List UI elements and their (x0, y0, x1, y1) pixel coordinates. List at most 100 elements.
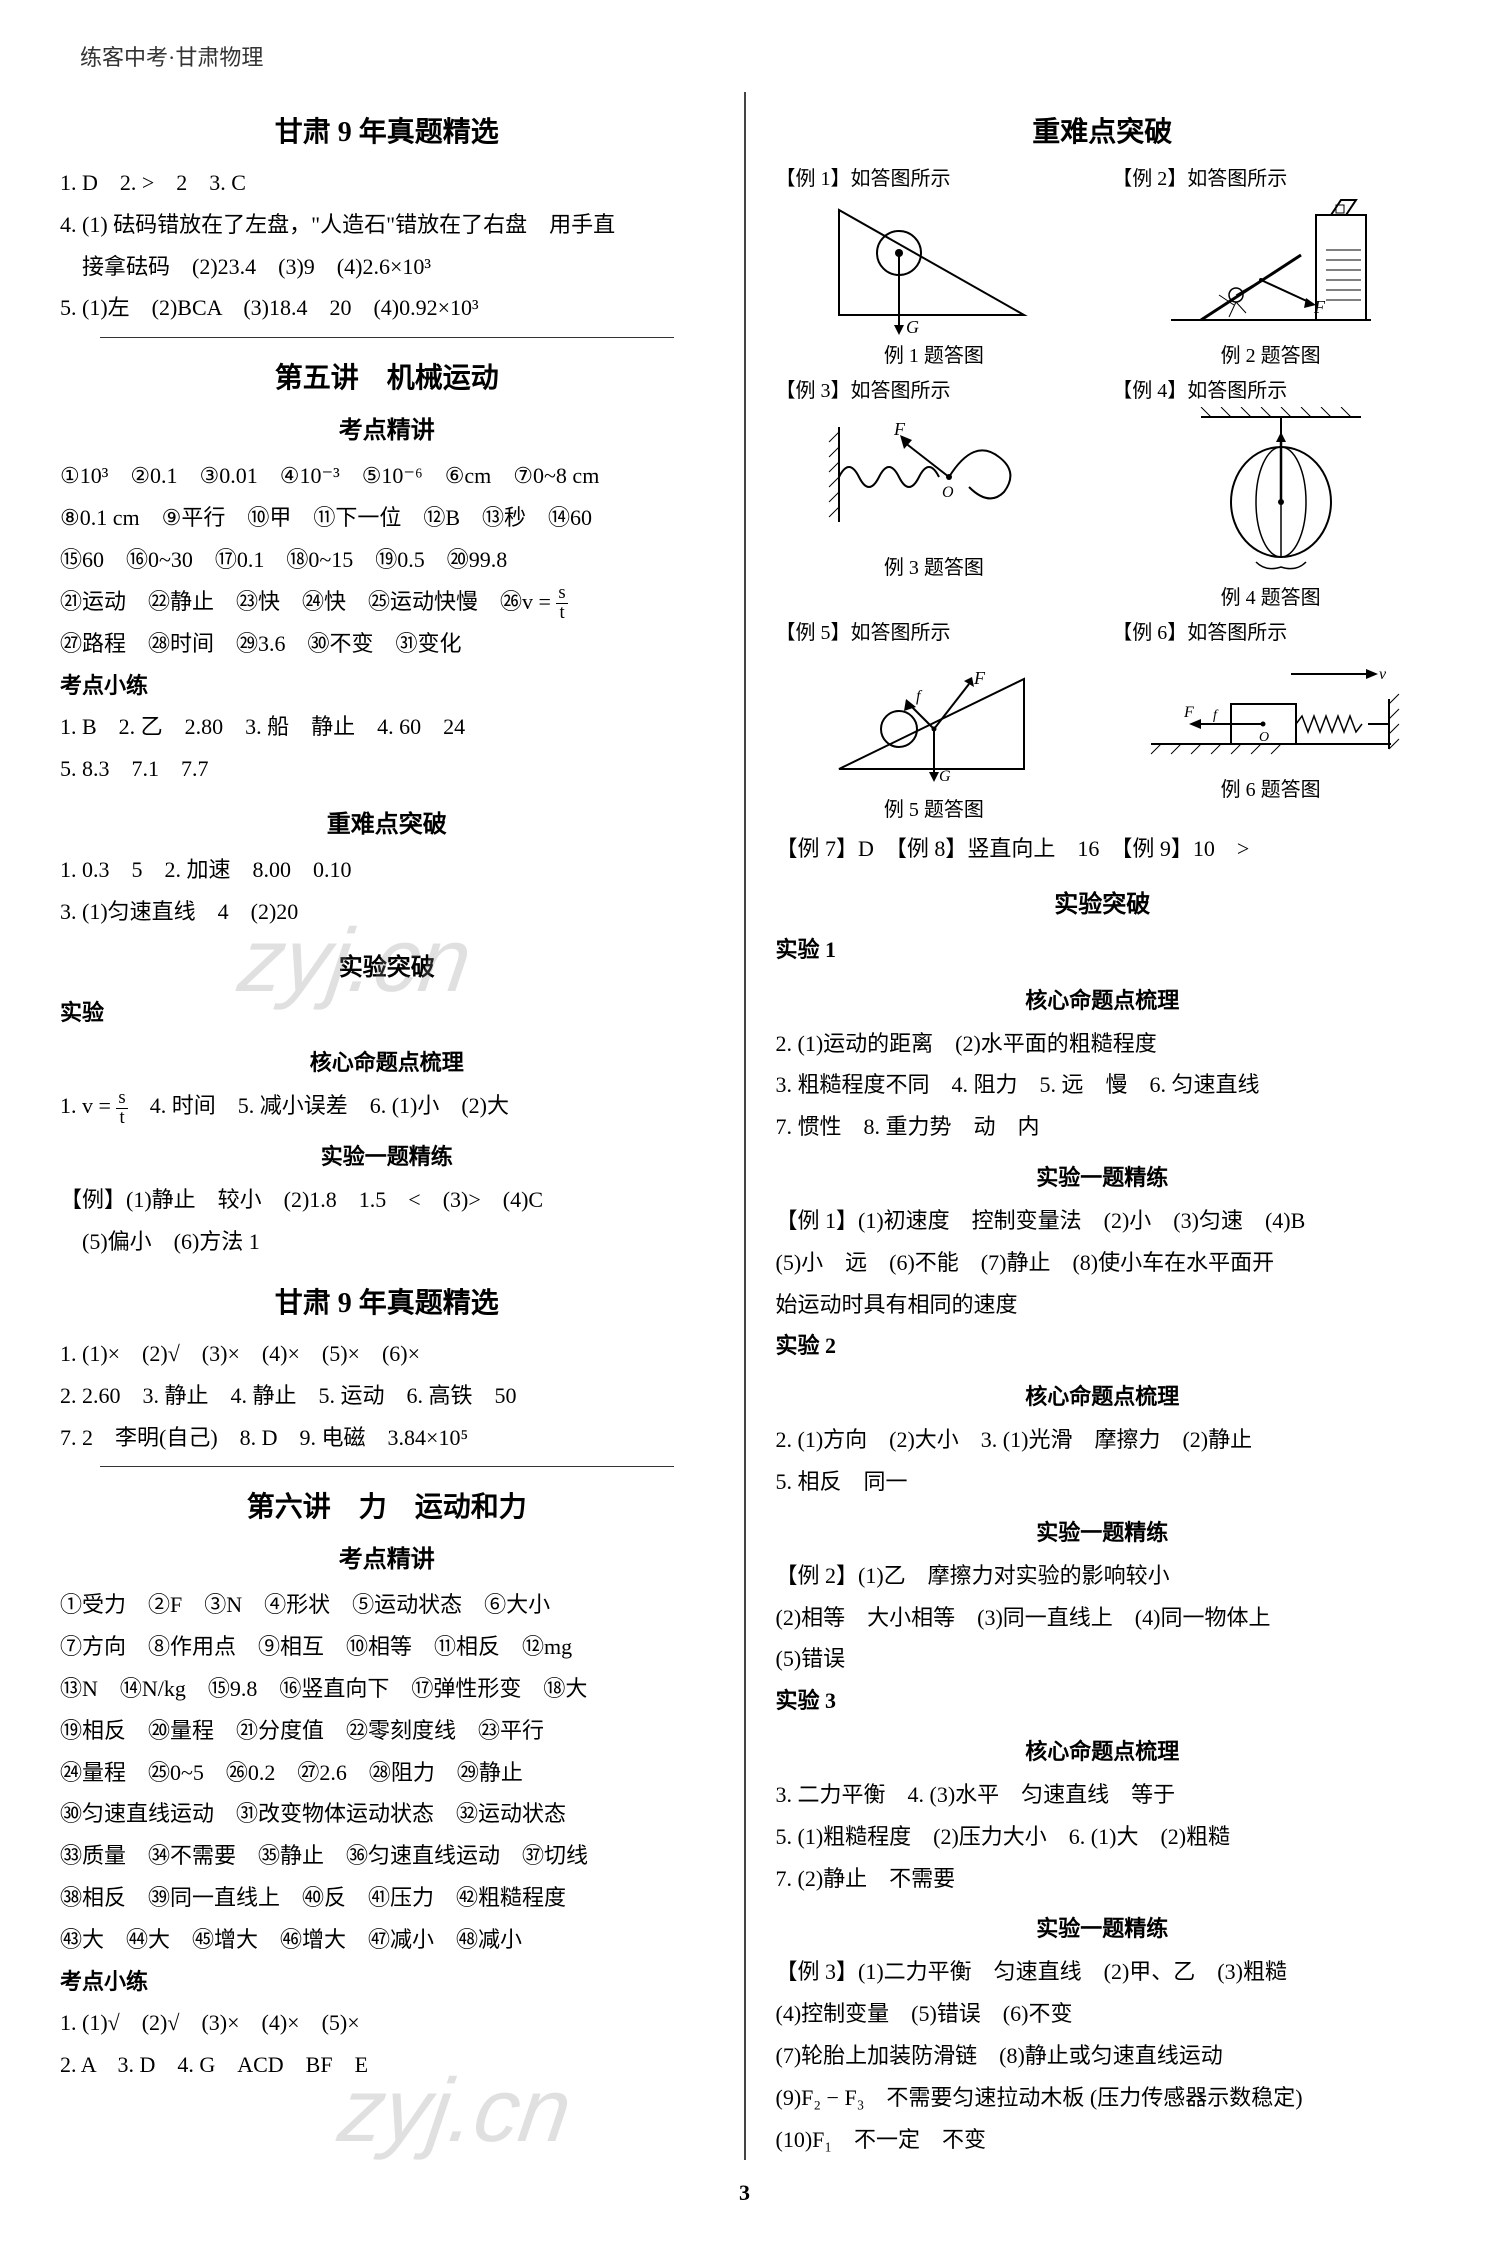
text-line: 【例 3】(1)二力平衡 匀速直线 (2)甲、乙 (3)粗糙 (776, 1951, 1430, 1993)
right-sec3-sub1: 核心命题点梳理 (776, 1379, 1430, 1411)
text-line: 5. (1)粗糙程度 (2)压力大小 6. (1)大 (2)粗糙 (776, 1816, 1430, 1858)
text-line: ⑬N ⑭N/kg ⑮9.8 ⑯竖直向下 ⑰弹性形变 ⑱大 (60, 1668, 714, 1710)
text-line: 实验 3 (776, 1680, 1430, 1722)
text-line: ㉝质量 ㉞不需要 ㉟静止 ㊱匀速直线运动 ㊲切线 (60, 1835, 714, 1877)
hr-divider (100, 337, 674, 338)
left-sec6-sub2: 考点小练 (60, 1961, 714, 2003)
physics-diagram-3-icon: O F (824, 407, 1044, 547)
svg-text:f: f (1213, 708, 1219, 723)
two-column-layout: 甘肃 9 年真题精选 1. D 2. > 2 3. C 4. (1) 砝码错放在… (60, 92, 1429, 2160)
text-line: 7. 2 李明(自己) 8. D 9. 电磁 3.84×10⁵ (60, 1417, 714, 1459)
text-line: 【例 1】(1)初速度 控制变量法 (2)小 (3)匀速 (4)B (776, 1200, 1430, 1242)
right-column: 重难点突破 【例 1】如答图所示 G 例 1 题答图 【例 2】如答图所示 (776, 92, 1430, 2160)
svg-text:G: G (939, 768, 951, 785)
text-line: ⑲相反 ⑳量程 ㉑分度值 ㉒零刻度线 ㉓平行 (60, 1710, 714, 1752)
text-line: (5)小 远 (6)不能 (7)静止 (8)使小车在水平面开 (776, 1242, 1430, 1284)
figure-caption: 例 3 题答图 (776, 551, 1093, 580)
figure-cell: 【例 1】如答图所示 G 例 1 题答图 (776, 162, 1093, 368)
figure-row: 【例 3】如答图所示 O F 例 3 题答图 【例 4】如答图所示 (776, 374, 1430, 610)
text-line: ①受力 ②F ③N ④形状 ⑤运动状态 ⑥大小 (60, 1584, 714, 1626)
text-line: 实验 2 (776, 1325, 1430, 1367)
text-line: 5. 相反 同一 (776, 1461, 1430, 1503)
physics-diagram-4-icon (1161, 407, 1381, 577)
svg-text:F: F (973, 668, 986, 688)
text-line: 1. v = st 4. 时间 5. 减小误差 6. (1)小 (2)大 (60, 1085, 714, 1127)
physics-diagram-2-icon: F (1161, 195, 1381, 335)
right-sec3-sub2: 实验一题精练 (776, 1515, 1430, 1547)
figure-label: 【例 5】如答图所示 (776, 616, 1093, 645)
left-sec4-sub1: 核心命题点梳理 (60, 1045, 714, 1077)
text-line: 3. (1)匀速直线 4 (2)20 (60, 891, 714, 933)
text-line: 2. A 3. D 4. G ACD BF E (60, 2044, 714, 2086)
left-sec2-sub1: 考点精讲 (60, 410, 714, 445)
text-line: ㉗路程 ㉘时间 ㉙3.6 ㉚不变 ㉛变化 (60, 623, 714, 665)
text-line: (4)控制变量 (5)错误 (6)不变 (776, 1993, 1430, 2035)
text-span: ㉑运动 ㉒静止 ㉓快 ㉔快 ㉕运动快慢 ㉖v = (60, 589, 556, 614)
text-line: 1. B 2. 乙 2.80 3. 船 静止 4. 60 24 (60, 706, 714, 748)
figure-label: 【例 6】如答图所示 (1112, 616, 1429, 645)
text-line: 5. 8.3 7.1 7.7 (60, 748, 714, 790)
frac-d: t (556, 604, 567, 623)
left-sec5-title: 甘肃 9 年真题精选 (60, 1281, 714, 1321)
column-divider (744, 92, 746, 2160)
text-line: ㉚匀速直线运动 ㉛改变物体运动状态 ㉜运动状态 (60, 1793, 714, 1835)
text-line: 3. 粗糙程度不同 4. 阻力 5. 远 慢 6. 匀速直线 (776, 1064, 1430, 1106)
left-sec4-sub2: 实验一题精练 (60, 1139, 714, 1171)
left-sec4-title: 实验突破 (60, 947, 714, 982)
text-span: 4. 时间 5. 减小误差 6. (1)小 (2)大 (128, 1093, 509, 1118)
text-line: 1. 0.3 5 2. 加速 8.00 0.10 (60, 849, 714, 891)
figure-label: 【例 4】如答图所示 (1112, 374, 1429, 403)
figure-caption: 例 5 题答图 (776, 793, 1093, 822)
figure-caption: 例 1 题答图 (776, 339, 1093, 368)
text-line: 【例 7】D 【例 8】竖直向上 16 【例 9】10 > (776, 828, 1430, 870)
figure-row: 【例 1】如答图所示 G 例 1 题答图 【例 2】如答图所示 (776, 162, 1430, 368)
text-line: 【例】(1)静止 较小 (2)1.8 1.5 < (3)> (4)C (60, 1179, 714, 1221)
svg-text:F: F (893, 419, 906, 439)
book-header: 练客中考·甘肃物理 (60, 40, 1429, 72)
text-line: 2. (1)方向 (2)大小 3. (1)光滑 摩擦力 (2)静止 (776, 1419, 1430, 1461)
svg-text:G: G (906, 317, 919, 335)
left-sec3-title: 重难点突破 (60, 804, 714, 839)
right-sec4-sub1: 核心命题点梳理 (776, 1734, 1430, 1766)
figure-label: 【例 2】如答图所示 (1112, 162, 1429, 191)
figure-label: 【例 3】如答图所示 (776, 374, 1093, 403)
right-sec2-sub1: 核心命题点梳理 (776, 983, 1430, 1015)
svg-text:O: O (942, 484, 954, 501)
frac-d: t (116, 1109, 127, 1128)
text-line: 4. (1) 砝码错放在了左盘，"人造石"错放在了右盘 用手直 (60, 204, 714, 246)
text-line: ⑦方向 ⑧作用点 ⑨相互 ⑩相等 ⑪相反 ⑫mg (60, 1626, 714, 1668)
frac-n: s (116, 1089, 127, 1109)
physics-diagram-1-icon: G (824, 195, 1044, 335)
text-line: 2. (1)运动的距离 (2)水平面的粗糙程度 (776, 1023, 1430, 1065)
text-line: 1. (1)√ (2)√ (3)× (4)× (5)× (60, 2002, 714, 2044)
text-line: 实验 1 (776, 929, 1430, 971)
svg-text:F: F (1183, 704, 1194, 721)
text-line: 7. 惯性 8. 重力势 动 内 (776, 1106, 1430, 1148)
text-line: 7. (2)静止 不需要 (776, 1858, 1430, 1900)
text-line: (7)轮胎上加装防滑链 (8)静止或匀速直线运动 (776, 2035, 1430, 2077)
figure-caption: 例 6 题答图 (1112, 773, 1429, 802)
left-column: 甘肃 9 年真题精选 1. D 2. > 2 3. C 4. (1) 砝码错放在… (60, 92, 714, 2160)
left-sec6-sub1: 考点精讲 (60, 1539, 714, 1574)
figure-cell: 【例 4】如答图所示 例 4 题答图 (1112, 374, 1429, 610)
figure-caption: 例 4 题答图 (1112, 581, 1429, 610)
text-line: 【例 2】(1)乙 摩擦力对实验的影响较小 (776, 1555, 1430, 1597)
svg-text:f: f (916, 688, 923, 705)
left-sec6-title: 第六讲 力 运动和力 (60, 1485, 714, 1525)
figure-label: 【例 1】如答图所示 (776, 162, 1093, 191)
physics-diagram-6-icon: O F f v (1141, 649, 1401, 769)
right-sec2-title: 实验突破 (776, 884, 1430, 919)
left-sec2-title: 第五讲 机械运动 (60, 356, 714, 396)
text-line: (2)相等 大小相等 (3)同一直线上 (4)同一物体上 (776, 1597, 1430, 1639)
text-line: (9)F₂ − F₃ 不需要匀速拉动木板 (压力传感器示数稳定) (776, 2077, 1430, 2119)
text-line: ⑧0.1 cm ⑨平行 ⑩甲 ⑪下一位 ⑫B ⑬秒 ⑭60 (60, 497, 714, 539)
text-line: (5)错误 (776, 1638, 1430, 1680)
text-line: 始运动时具有相同的速度 (776, 1284, 1430, 1326)
text-line: 5. (1)左 (2)BCA (3)18.4 20 (4)0.92×10³ (60, 287, 714, 329)
svg-text:F: F (1313, 297, 1326, 317)
text-line: ㊳相反 ㊴同一直线上 ㊵反 ㊶压力 ㊷粗糙程度 (60, 1877, 714, 1919)
text-span: 1. v = (60, 1093, 116, 1118)
figure-cell: 【例 6】如答图所示 O F (1112, 616, 1429, 822)
left-sec1-title: 甘肃 9 年真题精选 (60, 110, 714, 150)
figure-row: 【例 5】如答图所示 F f G 例 5 题答图 (776, 616, 1430, 822)
